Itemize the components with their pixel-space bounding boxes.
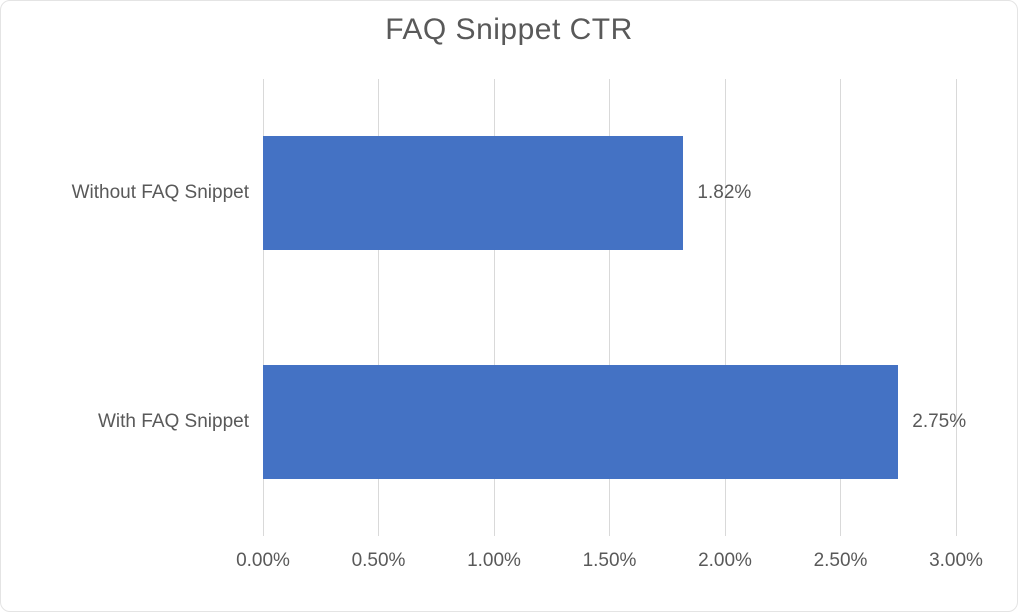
gridline (724, 79, 726, 536)
x-axis: 0.00% 0.50% 1.00% 1.50% 2.00% 2.50% 3.00% (236, 550, 983, 580)
data-label-without-faq-snippet: 1.82% (697, 182, 752, 204)
gridline (955, 79, 957, 536)
x-tick-label: 2.50% (813, 550, 868, 571)
x-tick-label: 1.00% (467, 550, 521, 571)
category-label-without-faq-snippet: Without FAQ Snippet (71, 182, 249, 204)
gridline (378, 79, 379, 536)
category-label-with-faq-snippet: With FAQ Snippet (97, 410, 249, 432)
gridline (840, 79, 841, 536)
x-tick-label: 2.00% (698, 550, 752, 571)
x-tick-label: 3.00% (929, 550, 983, 571)
plot-area: 1.82% 2.75% (262, 79, 966, 536)
bar-with-faq-snippet (263, 364, 899, 479)
data-label-with-faq-snippet: 2.75% (912, 410, 967, 432)
x-tick-label: 0.50% (351, 550, 406, 571)
gridline (262, 79, 264, 536)
gridline (609, 79, 610, 536)
x-tick-label: 0.00% (236, 550, 290, 571)
bar-without-faq-snippet (263, 136, 684, 251)
gridline (493, 79, 495, 536)
category-axis: Without FAQ Snippet With FAQ Snippet (1, 79, 249, 536)
x-tick-label: 1.50% (582, 550, 637, 571)
chart-title: FAQ Snippet CTR (385, 13, 633, 46)
